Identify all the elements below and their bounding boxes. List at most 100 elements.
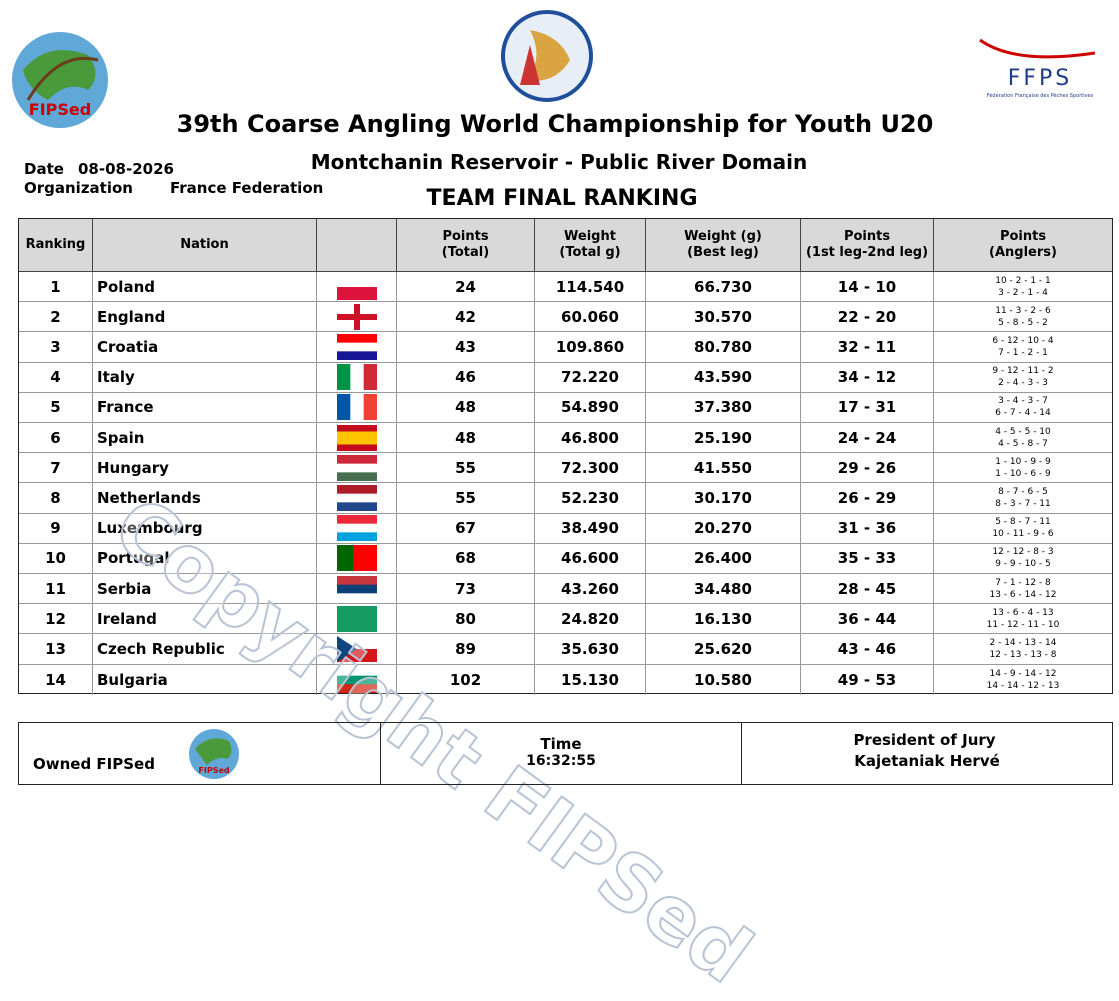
nation-cell: Czech Republic: [93, 634, 317, 665]
flag-part: [349, 364, 364, 391]
points-cell: 68: [397, 543, 535, 574]
organization-label: Organization: [24, 179, 133, 197]
anglers-line: 3 - 2 - 1 - 4: [998, 287, 1048, 298]
nation-cell: Hungary: [93, 453, 317, 484]
nation-cell: France: [93, 392, 317, 423]
organization: France Federation: [170, 179, 324, 197]
rank-cell: 2: [19, 302, 93, 333]
rank-cell: 8: [19, 483, 93, 514]
flag-part: [344, 545, 353, 572]
points-cell: 55: [397, 483, 535, 514]
flag-cell: [317, 574, 397, 605]
best-leg-cell: 10.580: [646, 664, 801, 695]
weight-cell: 35.630: [535, 634, 646, 665]
weight-cell: 109.860: [535, 332, 646, 363]
header-line: Weight: [564, 229, 616, 244]
flag-cell: [317, 423, 397, 454]
flag-part: [336, 364, 351, 391]
logo-subtext: Fédération Française des Pêches Sportive…: [987, 92, 1094, 99]
weight-cell: 24.820: [535, 604, 646, 635]
points-cell: 55: [397, 453, 535, 484]
logo-text: FIPSed: [198, 766, 229, 775]
anglers-line: 10 - 11 - 9 - 6: [992, 529, 1054, 540]
points-cell: 43: [397, 332, 535, 363]
footer: Owned FIPSed FIPSed Time 16:32:55 Presid…: [18, 722, 1113, 785]
flag-cell: [317, 302, 397, 333]
flag-part: [336, 444, 377, 451]
nation-cell: Portugal: [93, 543, 317, 574]
fipsed-logo: FIPSed: [12, 32, 108, 128]
anglers-line: 7 - 1 - 2 - 1: [998, 347, 1048, 358]
points-cell: 46: [397, 362, 535, 393]
points-cell: 42: [397, 302, 535, 333]
date: 08-08-2026: [78, 160, 174, 178]
header-line: Nation: [180, 237, 229, 252]
flag-part: [336, 351, 377, 360]
flag: [336, 484, 377, 511]
points-cell: 73: [397, 574, 535, 605]
flag-part: [360, 545, 369, 572]
flag-cell: [317, 634, 397, 665]
flag: [336, 424, 377, 451]
flag-part: [368, 545, 377, 572]
rank-cell: 6: [19, 423, 93, 454]
nation-cell: Croatia: [93, 332, 317, 363]
rank-cell: 11: [19, 574, 93, 605]
anglers-line: 8 - 7 - 6 - 5: [998, 486, 1048, 497]
time: 16:32:55: [526, 753, 596, 769]
anglers-cell: 13 - 6 - 4 - 13 11 - 12 - 11 - 10: [934, 604, 1112, 635]
flag-cell: [317, 453, 397, 484]
logo-land: [195, 738, 232, 765]
flag: [336, 364, 377, 391]
anglers-line: 13 - 6 - 4 - 13: [992, 607, 1054, 618]
flag-part: [336, 286, 377, 300]
best-leg-cell: 37.380: [646, 392, 801, 423]
points-cell: 48: [397, 392, 535, 423]
flag-part: [336, 502, 377, 511]
flag-part: [336, 675, 377, 685]
leg-points-cell: 32 - 11: [801, 332, 934, 363]
flag-part: [336, 515, 377, 525]
flag-part: [349, 394, 364, 421]
flag-part: [336, 333, 377, 344]
flag-part: [336, 584, 377, 594]
flag: [336, 666, 377, 693]
anglers-line: 13 - 6 - 14 - 12: [989, 589, 1057, 600]
leg-points-cell: 29 - 26: [801, 453, 934, 484]
anglers-line: 3 - 4 - 3 - 7: [998, 396, 1048, 407]
rank-cell: 4: [19, 362, 93, 393]
flag-cell: [317, 543, 397, 574]
leg-points-cell: 35 - 33: [801, 543, 934, 574]
nation-cell: Italy: [93, 362, 317, 393]
header-line: (Total): [441, 245, 490, 260]
points-cell: 80: [397, 604, 535, 635]
flag: [336, 545, 377, 572]
anglers-cell: 7 - 1 - 12 - 8 13 - 6 - 14 - 12: [934, 574, 1112, 605]
leg-points-cell: 36 - 44: [801, 604, 934, 635]
anglers-cell: 14 - 9 - 14 - 12 14 - 14 - 12 - 13: [934, 665, 1112, 695]
rank-cell: 13: [19, 634, 93, 665]
anglers-cell: 5 - 8 - 7 - 11 10 - 11 - 9 - 6: [934, 514, 1112, 544]
anglers-line: 5 - 8 - 5 - 2: [998, 317, 1048, 328]
weight-cell: 72.300: [535, 453, 646, 484]
rank-cell: 3: [19, 332, 93, 363]
anglers-line: 2 - 14 - 13 - 14: [989, 637, 1057, 648]
header-line: Ranking: [25, 237, 86, 252]
best-leg-cell: 16.130: [646, 604, 801, 635]
weight-cell: 60.060: [535, 302, 646, 333]
anglers-line: 12 - 13 - 13 - 8: [989, 649, 1057, 660]
best-leg-cell: 41.550: [646, 453, 801, 484]
best-leg-cell: 66.730: [646, 272, 801, 303]
logo-swoosh: [979, 38, 1096, 59]
anglers-cell: 4 - 5 - 5 - 10 4 - 5 - 8 - 7: [934, 423, 1112, 454]
flag-cell: [317, 392, 397, 423]
anglers-line: 2 - 4 - 3 - 3: [998, 378, 1048, 389]
flag-part: [336, 618, 377, 632]
flag: [336, 515, 377, 542]
header-line: Points: [442, 229, 489, 244]
flag-cell: [317, 664, 397, 695]
time-cell: Time 16:32:55: [381, 723, 742, 784]
